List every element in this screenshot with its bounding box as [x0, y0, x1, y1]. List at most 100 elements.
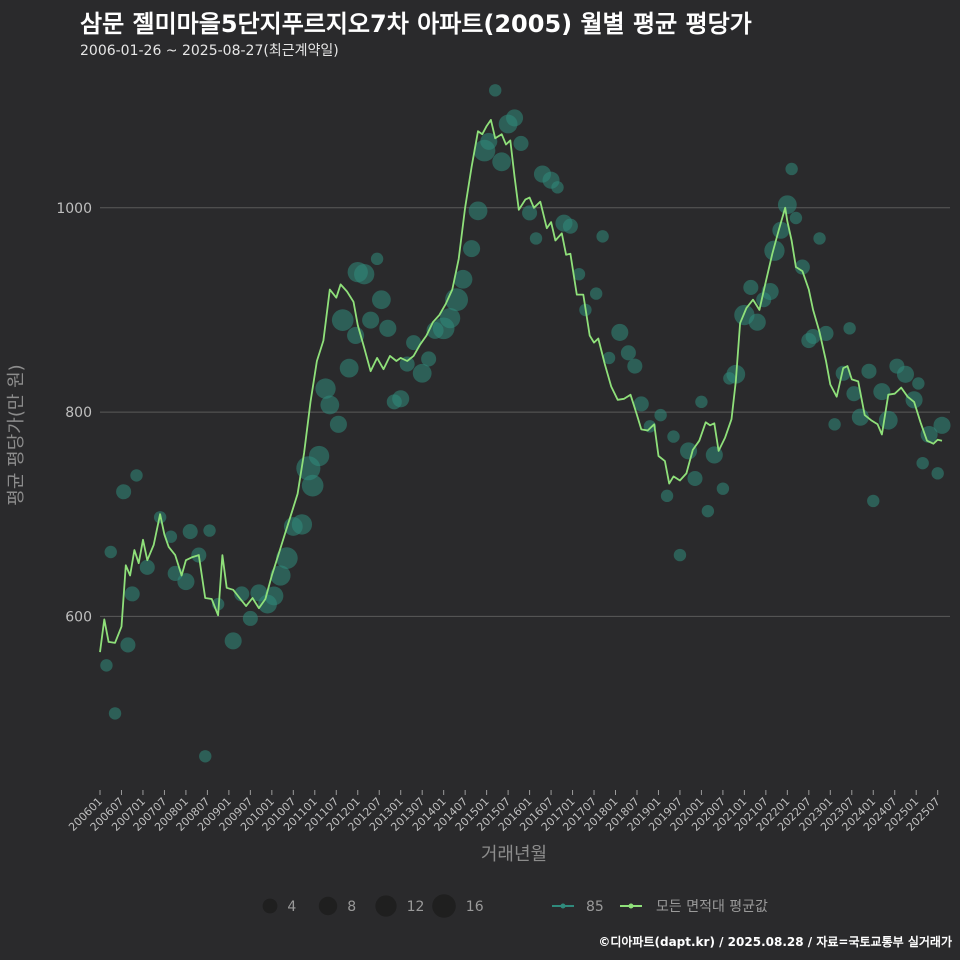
- bubble-point: [124, 586, 140, 602]
- bubble-point: [108, 707, 122, 720]
- bubble-point: [439, 307, 461, 329]
- bubble-point: [716, 482, 730, 495]
- bubble-point: [104, 545, 117, 559]
- bubble-point: [933, 416, 951, 434]
- bubble-point: [905, 391, 923, 409]
- bubble-point: [379, 319, 397, 337]
- bubble-point: [764, 240, 785, 261]
- bubble-point: [421, 351, 437, 367]
- y-tick-label: 600: [65, 609, 92, 625]
- bubble-point: [291, 514, 313, 535]
- bubble-point: [912, 377, 925, 390]
- y-axis: 600 800 1000: [56, 201, 92, 626]
- legend-size-label: 12: [407, 899, 425, 915]
- bubble-point: [789, 211, 803, 225]
- bubble-point: [896, 365, 915, 383]
- bubble-point: [522, 205, 538, 221]
- bubble-point: [627, 358, 643, 374]
- bubble-point: [589, 287, 603, 300]
- bubble-point: [562, 218, 578, 234]
- bubble-point: [370, 252, 384, 266]
- legend-size-12: [375, 895, 397, 917]
- y-tick-label: 800: [65, 405, 92, 421]
- bubble-point: [234, 586, 250, 602]
- bubble-point: [813, 232, 826, 245]
- bubble-point: [513, 135, 529, 151]
- average-price-line: [99, 119, 943, 653]
- bubble-point: [506, 109, 524, 127]
- bubble-point: [916, 456, 929, 470]
- bubble-point: [392, 390, 410, 408]
- chart-subtitle: 2006-01-26 ~ 2025-08-27(최근계약일): [80, 43, 339, 59]
- bubble-point: [861, 363, 877, 379]
- legend-average-dot: [628, 903, 634, 909]
- bubble-point: [199, 750, 212, 763]
- bubble-point: [701, 504, 715, 518]
- bubble-point: [406, 335, 422, 351]
- bubble-point: [224, 632, 242, 650]
- bubble-point: [846, 386, 862, 402]
- bubble-point: [412, 363, 432, 383]
- bubble-point: [203, 524, 216, 537]
- legend-size-label: 8: [347, 899, 356, 915]
- bubble-point: [785, 162, 798, 176]
- bubble-point: [551, 181, 564, 194]
- bubble-point: [794, 259, 810, 275]
- legend: 4 8 12 16 85 모든 면적대 평균값: [262, 894, 768, 918]
- bubble-point: [873, 383, 891, 401]
- x-axis-title: 거래년월: [481, 844, 547, 865]
- bubble-point: [867, 494, 880, 508]
- bubble-point: [463, 240, 481, 258]
- bubble-point: [679, 442, 698, 460]
- bubble-point: [835, 365, 851, 381]
- bubble-point: [276, 547, 298, 569]
- legend-size-16: [432, 894, 456, 918]
- bubble-point: [320, 395, 340, 415]
- bubble-point: [695, 395, 708, 409]
- bubble-series: [100, 84, 951, 763]
- source-credit: ©디아파트(dapt.kr) / 2025.08.28 / 자료=국토교통부 실…: [598, 935, 952, 949]
- bubble-point: [667, 430, 680, 443]
- bubble-point: [139, 559, 155, 575]
- y-axis-title: 평균 평당가(만 원): [6, 364, 27, 505]
- bubble-point: [492, 152, 512, 172]
- bubble-point: [489, 84, 502, 97]
- bubble-point: [164, 530, 178, 543]
- bubble-point: [602, 351, 616, 365]
- bubble-point: [673, 548, 687, 562]
- bubble-point: [805, 328, 821, 345]
- bubble-point: [777, 195, 797, 215]
- bubble-point: [130, 469, 143, 482]
- bubble-point: [315, 378, 336, 399]
- legend-average-label: 모든 면적대 평균값: [656, 899, 768, 915]
- bubble-point: [264, 586, 284, 606]
- bubble-point: [270, 565, 291, 586]
- bubble-point: [931, 467, 944, 480]
- bubble-point: [480, 132, 498, 150]
- x-axis: 2006012006072007012007072008012008072009…: [66, 790, 943, 834]
- bubble-point: [399, 356, 415, 372]
- bubble-point: [843, 322, 856, 335]
- bubble-point: [453, 269, 473, 289]
- bubble-point: [687, 470, 703, 486]
- bubble-point: [100, 659, 113, 672]
- bubble-point: [120, 637, 136, 653]
- bubble-point: [611, 323, 629, 341]
- bubble-point: [242, 610, 258, 626]
- legend-size-4: [262, 898, 278, 914]
- bubble-point: [371, 290, 391, 310]
- legend-size-label: 4: [287, 899, 296, 915]
- average-line-series: [99, 119, 943, 653]
- bubble-point: [828, 418, 841, 431]
- bubble-point: [362, 311, 380, 329]
- legend-85-label: 85: [586, 899, 604, 915]
- bubble-point: [596, 230, 609, 243]
- bubble-point: [468, 201, 488, 221]
- bubble-point: [301, 474, 324, 497]
- bubble-point: [116, 484, 132, 500]
- bubble-point: [748, 313, 766, 331]
- bubble-point: [878, 410, 898, 430]
- bubble-point: [920, 426, 938, 444]
- bubble-point: [572, 267, 586, 281]
- bubble-point: [331, 309, 354, 331]
